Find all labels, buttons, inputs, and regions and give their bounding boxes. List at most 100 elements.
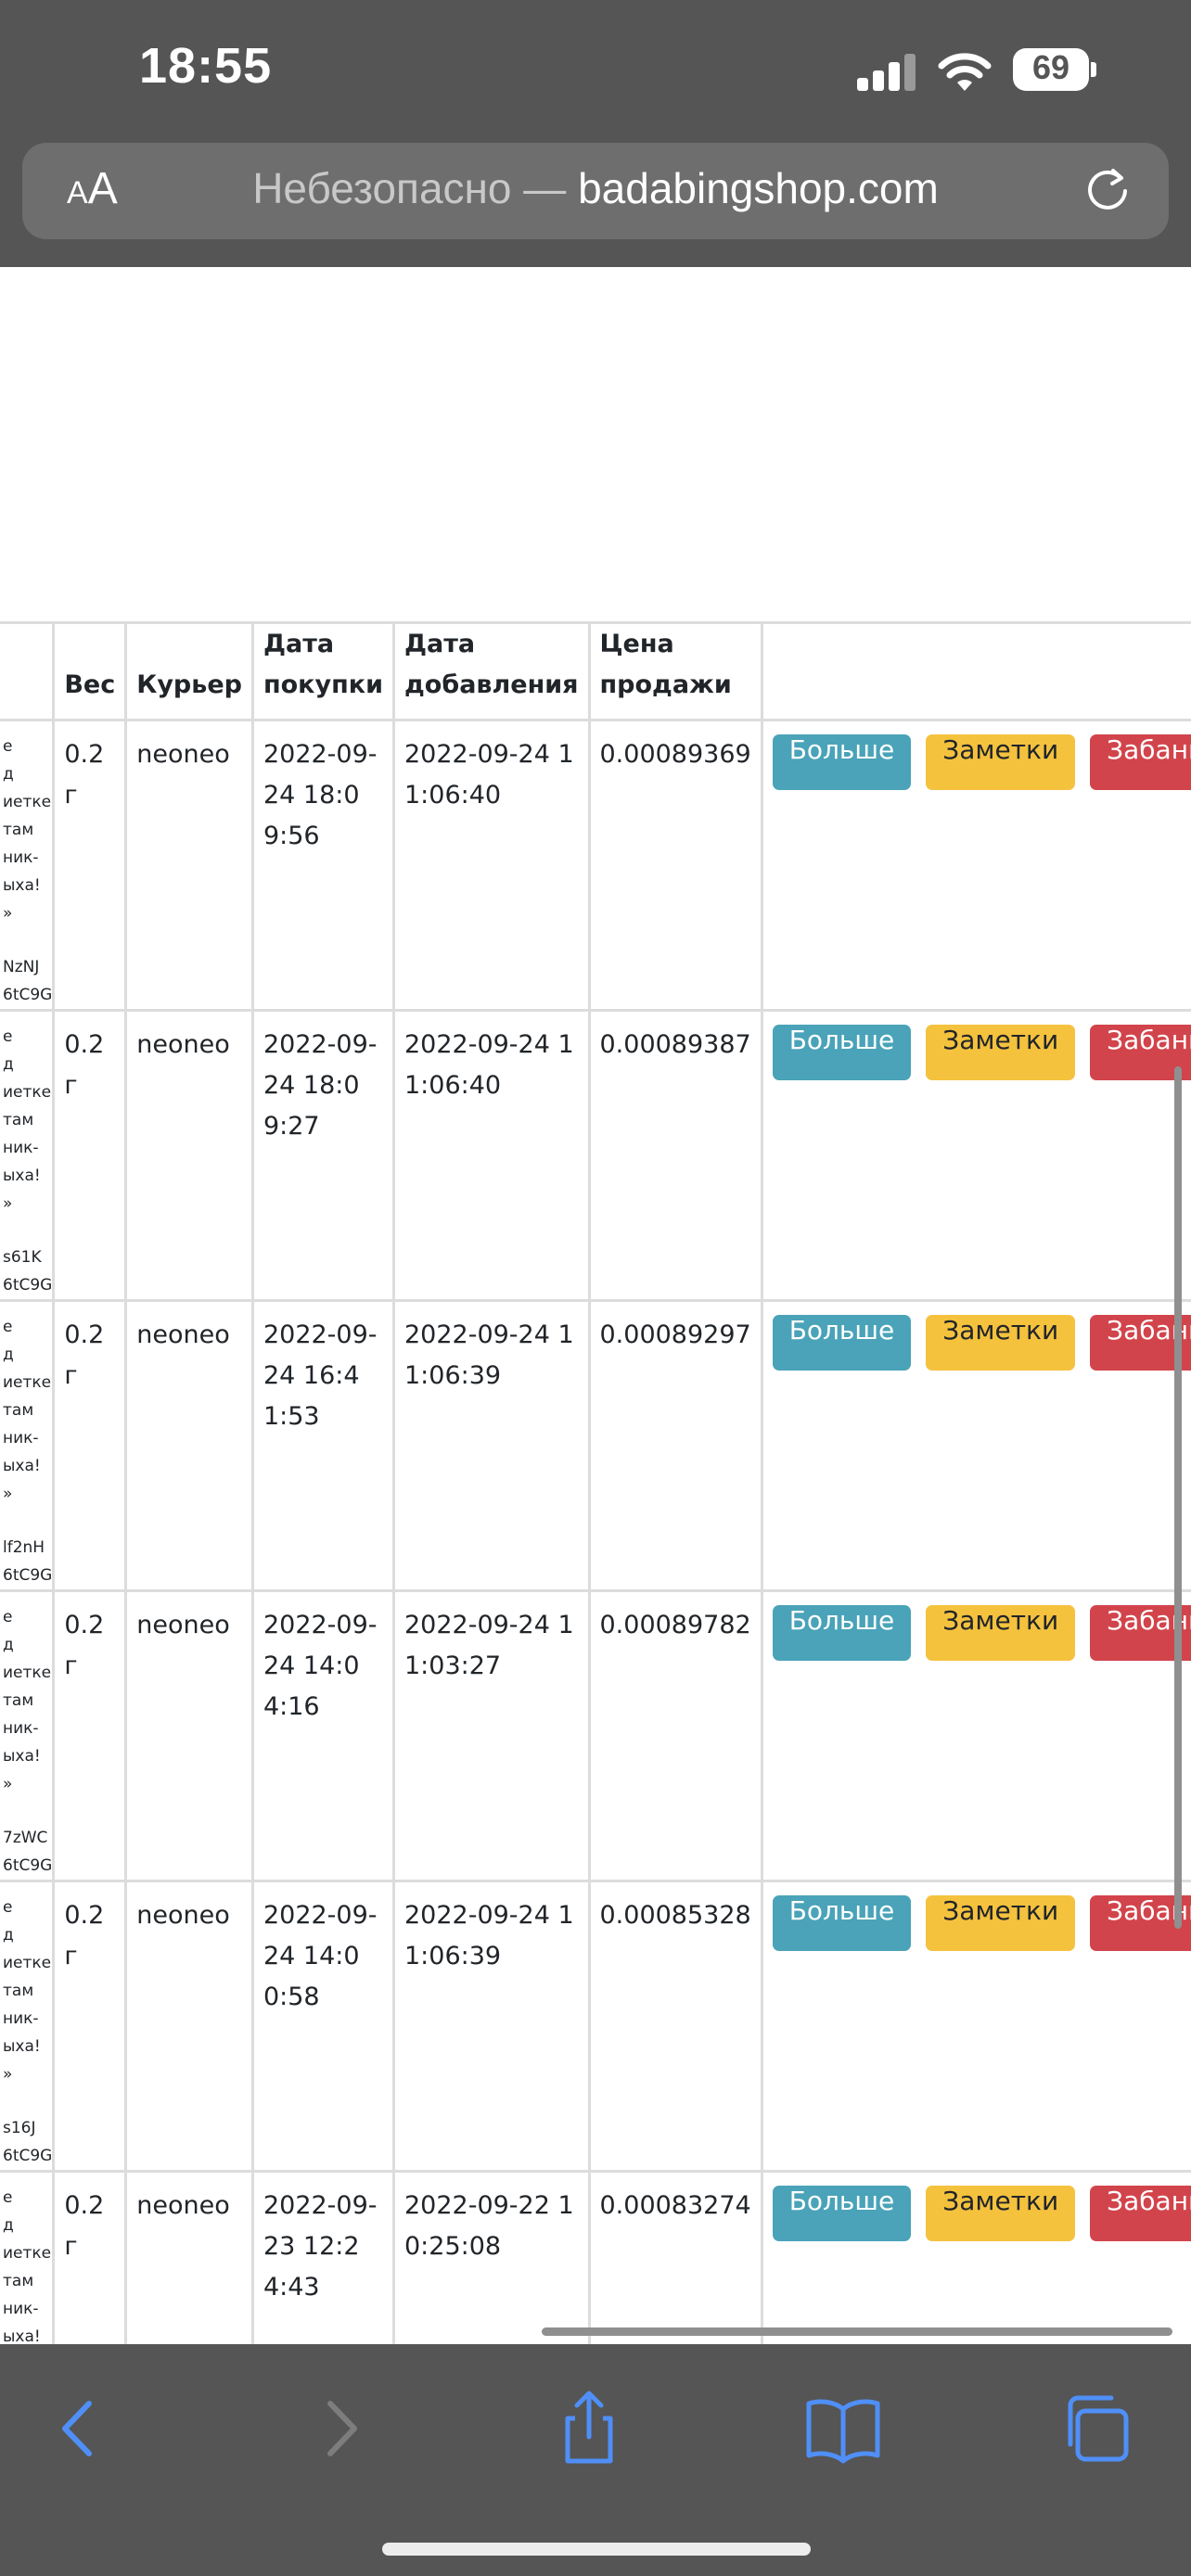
product-text-line: иетке [3, 1373, 52, 1392]
product-text-line: ник- [3, 1429, 39, 1447]
page-content: Вес Курьер Дата покупки Дата добавления … [0, 267, 1191, 2344]
product-code-line: 7zWC [3, 1829, 48, 1847]
product-code-line: NzNJ [3, 958, 40, 976]
signal-icon [857, 54, 916, 91]
share-icon[interactable] [547, 2387, 631, 2470]
added-date-cell: 2022-09-24 11:06:40 [392, 1009, 591, 1302]
more-button[interactable]: Больше [772, 1895, 912, 1951]
more-button[interactable]: Больше [772, 1315, 912, 1371]
more-button[interactable]: Больше [772, 1605, 912, 1661]
more-button[interactable]: Больше [772, 1025, 912, 1080]
product-text-line: ник- [3, 1139, 39, 1157]
product-text-line: е [3, 737, 13, 756]
ban-button[interactable]: Забанить [1090, 2186, 1191, 2241]
weight-cell: 0.2 г [52, 1009, 128, 1302]
notes-button[interactable]: Заметки [926, 1605, 1076, 1661]
more-button[interactable]: Больше [772, 734, 912, 790]
reload-icon[interactable] [1080, 163, 1135, 219]
sale-price-cell: 0.00083274 [587, 2170, 763, 2344]
product-text-line: ник- [3, 2300, 39, 2318]
courier-cell: neoneo [124, 1009, 254, 1302]
vertical-scrollbar[interactable] [1174, 1066, 1182, 1929]
product-code: lf2nH 6tC9G [3, 1534, 52, 1589]
product-code-line: s61K [3, 1248, 42, 1267]
ban-button[interactable]: Забанить [1090, 734, 1191, 790]
courier-cell: neoneo [124, 1880, 254, 2173]
notes-button[interactable]: Заметки [926, 1315, 1076, 1371]
product-code-line: lf2nH [3, 1538, 45, 1557]
tabs-icon[interactable] [1054, 2387, 1137, 2470]
table-row: е д иетке там ник-ыха! » 7zWC 6tC9G 0.2 г neone… [0, 1589, 1191, 1882]
ban-button[interactable]: Забанить [1090, 1025, 1191, 1080]
product-text-line: д [3, 1636, 14, 1654]
notes-button[interactable]: Заметки [926, 1895, 1076, 1951]
product-cell: е д иетке там ник-ыха! » s16J 6tC9G [0, 1880, 56, 2173]
product-code: s61K 6tC9G [3, 1243, 52, 1299]
url-text[interactable]: Небезопасно — badabingshop.com [22, 163, 1169, 213]
forward-icon[interactable] [299, 2387, 382, 2470]
product-text-line: ник- [3, 1719, 39, 1738]
header-courier: Курьер [124, 621, 254, 721]
browser-top-chrome: 18:55 69 AA Небезопасно — badabingshop.c… [0, 0, 1191, 267]
header-added-date: Дата добавления [392, 621, 591, 721]
product-text-line: » [3, 1485, 13, 1503]
purchase-date-cell: 2022-09-24 18:09:56 [250, 719, 396, 1012]
product-text-line: » [3, 904, 13, 923]
notes-button[interactable]: Заметки [926, 2186, 1076, 2241]
product-text-line: ыха! [3, 2037, 41, 2056]
product-code-line: s16J [3, 2119, 36, 2137]
product-text-line: иетке [3, 1664, 52, 1682]
header-purchase-date: Дата покупки [250, 621, 396, 721]
back-icon[interactable] [37, 2387, 121, 2470]
product-text-line: » [3, 1775, 13, 1793]
notes-button[interactable]: Заметки [926, 734, 1076, 790]
header-sale-price: Цена продажи [587, 621, 763, 721]
browser-toolbar [0, 2344, 1191, 2576]
product-text-line: там [3, 2272, 34, 2290]
product-code-line: 6tC9G [3, 2147, 53, 2165]
product-text-line: д [3, 1926, 14, 1945]
product-code: s16J 6tC9G [3, 2114, 52, 2170]
product-text-line: е [3, 1027, 13, 1046]
actions-cell: Больше Заметки Забанить [760, 1009, 1191, 1302]
home-indicator [382, 2543, 811, 2556]
more-button[interactable]: Больше [772, 2186, 912, 2241]
product-cell: е д иетке там ник-ыха! » NzNJ 6tC9G [0, 719, 56, 1012]
actions-cell: БольшеЗаметкиЗабанить [760, 1299, 1191, 1592]
product-text-line: д [3, 765, 14, 784]
added-date-cell: 2022-09-22 10:25:08 [392, 2170, 591, 2344]
product-code-line: 6tC9G [3, 1276, 53, 1294]
weight-cell: 0.2 г [52, 2170, 128, 2344]
sale-price-cell: 0.00085328 [587, 1880, 763, 2173]
product-text-line: ыха! [3, 1457, 41, 1475]
actions-cell: Больше Заметки Забанить [760, 2170, 1191, 2344]
actions-cell: БольшеЗаметкиЗабанить [760, 719, 1191, 1012]
purchase-date-cell: 2022-09-24 14:04:16 [250, 1589, 396, 1882]
header-weight: Вес [52, 621, 128, 721]
reader-settings-button[interactable]: AA [67, 164, 118, 213]
actions-cell: БольшеЗаметкиЗабанить [760, 1880, 1191, 2173]
product-text-line: там [3, 821, 34, 839]
added-date-cell: 2022-09-24 11:06:39 [392, 1299, 591, 1592]
product-text-line: там [3, 1982, 34, 2000]
added-date-cell: 2022-09-24 11:06:40 [392, 719, 591, 1012]
purchase-date-cell: 2022-09-23 12:24:43 [250, 2170, 396, 2344]
horizontal-scrollbar[interactable] [542, 2327, 1172, 2336]
bookmarks-icon[interactable] [801, 2387, 885, 2470]
header-product [0, 621, 56, 721]
courier-cell: neoneo [124, 719, 254, 1012]
product-text-line: » [3, 1194, 13, 1213]
product-text-line: там [3, 1691, 34, 1710]
notes-button[interactable]: Заметки [926, 1025, 1076, 1080]
product-text-line: иетке [3, 1083, 52, 1102]
product-text-line: ник- [3, 2009, 39, 2028]
status-time: 18:55 [139, 38, 273, 94]
address-bar[interactable]: AA Небезопасно — badabingshop.com [22, 143, 1169, 239]
purchase-date-cell: 2022-09-24 14:00:58 [250, 1880, 396, 2173]
product-code: 7zWC 6tC9G [3, 1824, 52, 1880]
table-header-row: Вес Курьер Дата покупки Дата добавления … [0, 621, 1191, 721]
product-code-line: 6tC9G [3, 1566, 53, 1585]
battery-icon: 69 [1013, 48, 1098, 91]
courier-cell: neoneo [124, 1299, 254, 1592]
ban-button[interactable]: Забанить [1090, 1895, 1191, 1951]
